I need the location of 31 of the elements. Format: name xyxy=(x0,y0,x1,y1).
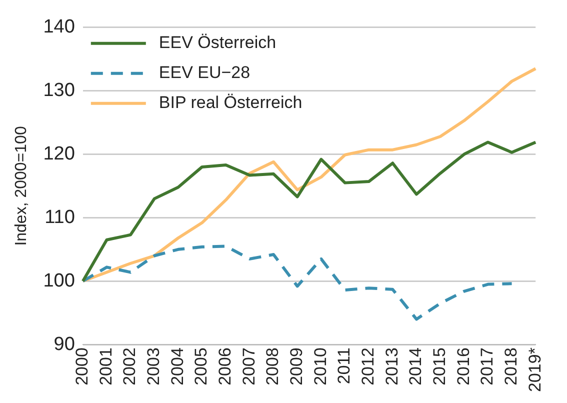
x-tick-label: 2006 xyxy=(216,348,235,386)
y-tick-label: 90 xyxy=(54,334,75,355)
y-tick-label: 140 xyxy=(43,16,75,38)
x-tick-label: 2007 xyxy=(239,348,258,386)
y-tick-label: 120 xyxy=(43,144,75,164)
x-tick-label: 2005 xyxy=(192,348,211,386)
x-tick-label: 2015 xyxy=(430,348,449,386)
x-tick-label: 2017 xyxy=(478,348,497,386)
x-tick-label: 2019* xyxy=(525,347,544,392)
x-tick-label: 2001 xyxy=(96,348,116,386)
x-tick-label: 2003 xyxy=(144,348,164,386)
y-tick-label: 100 xyxy=(43,270,75,292)
x-tick-label: 2010 xyxy=(310,348,330,386)
line-series xyxy=(81,244,514,321)
y-tick-label: 130 xyxy=(43,80,75,102)
x-tick-label: 2008 xyxy=(263,348,282,386)
y-axis-title: Index, 2000=100 xyxy=(13,126,30,246)
y-tick-label: 110 xyxy=(44,206,75,228)
x-tick-label: 2000 xyxy=(72,348,92,386)
legend-label: EEV Österreich xyxy=(158,33,276,52)
x-tick-label: 2014 xyxy=(406,348,426,386)
x-tick-label: 2011 xyxy=(334,348,354,384)
legend-label: EEV EU−28 xyxy=(158,63,250,82)
x-tick-label: 2002 xyxy=(120,348,140,386)
x-tick-label: 2004 xyxy=(168,348,187,386)
x-tick-label: 2016 xyxy=(454,348,473,386)
x-tick-label: 2018 xyxy=(501,348,520,386)
legend-label: BIP real Österreich xyxy=(158,93,302,112)
x-tick-label: 2009 xyxy=(287,348,306,386)
x-tick-label: 2013 xyxy=(382,348,402,386)
x-tick-label: 2012 xyxy=(358,348,378,386)
